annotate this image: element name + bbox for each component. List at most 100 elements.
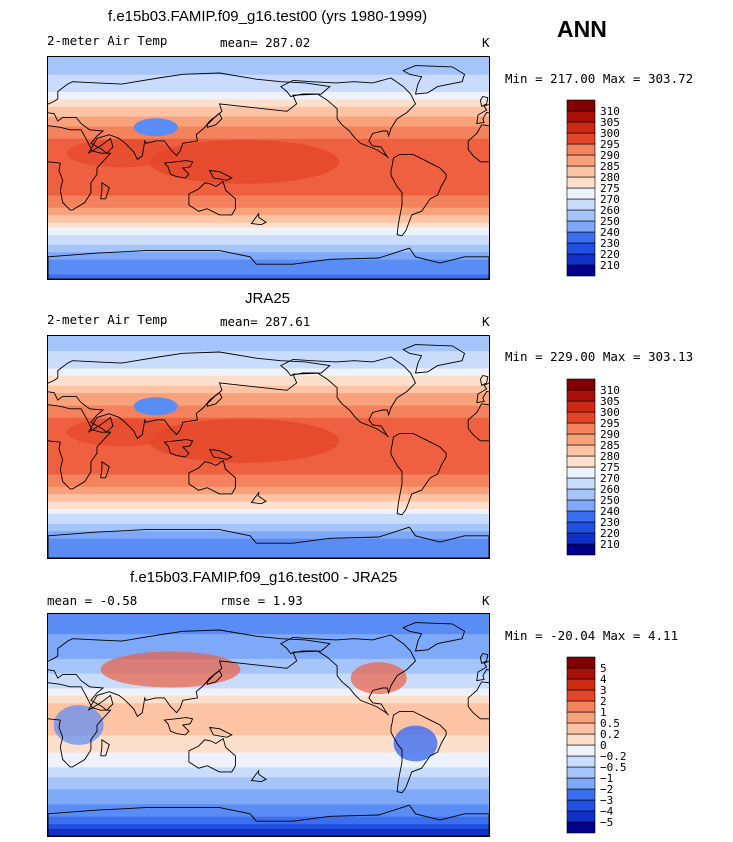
zonal-band (48, 385, 489, 389)
zonal-band (48, 491, 489, 495)
colorbar-tick-label: −2 (600, 783, 613, 796)
eurasia-coastline (48, 72, 331, 161)
panel2-units: K (482, 314, 490, 329)
uk-coastline (479, 374, 489, 386)
zonal-band (48, 251, 489, 255)
north-america-coastline (279, 77, 417, 159)
zonal-band (48, 103, 489, 107)
colorbar-tick-label: 275 (600, 461, 620, 474)
zonal-band (48, 135, 489, 139)
colorbar-box (566, 788, 596, 801)
zonal-band (48, 202, 489, 206)
zonal-band (48, 742, 489, 746)
madagascar-coastline (100, 460, 110, 479)
zonal-band (48, 811, 489, 815)
colorbar-tick-label: 250 (600, 494, 620, 507)
zonal-band (48, 781, 489, 785)
uk-coastline (479, 95, 489, 107)
zonal-band (48, 754, 489, 758)
zonal-band (48, 375, 489, 379)
zonal-band (48, 789, 489, 792)
colorbar-tick-label: 270 (600, 193, 620, 206)
zonal-band (48, 382, 489, 386)
panel3-colorbar-boxes (566, 656, 596, 834)
zonal-band (48, 123, 489, 127)
colorbar-box (566, 499, 596, 512)
zonal-band (48, 370, 489, 374)
zonal-band (48, 348, 489, 352)
zonal-band (48, 187, 489, 191)
zonal-band (48, 553, 489, 556)
zonal-band (48, 484, 489, 487)
zonal-band (48, 700, 489, 704)
panel3-coastlines (48, 622, 489, 836)
colorbar-box (566, 722, 596, 735)
zonal-band (48, 61, 489, 65)
indonesia-coastline (163, 717, 194, 736)
new-zealand-coastline (250, 769, 267, 783)
zonal-band (48, 675, 489, 679)
zonal-band (48, 387, 489, 391)
colorbar-tick-label: 270 (600, 472, 620, 485)
south-america-coastline (390, 710, 447, 794)
zonal-band (48, 705, 489, 709)
zonal-band (48, 207, 489, 211)
zonal-band (48, 769, 489, 773)
africa-coastline (48, 682, 112, 768)
zonal-band (48, 641, 489, 644)
colorbar-box (566, 422, 596, 435)
zonal-band (48, 555, 489, 558)
colorbar-box (566, 689, 596, 702)
zonal-band (48, 722, 489, 726)
zonal-band (48, 106, 489, 110)
zonal-band (48, 685, 489, 689)
zonal-band (48, 242, 489, 245)
colorbar-box (566, 264, 596, 277)
uk-coastline (479, 652, 489, 664)
panel2-minmax: Min = 229.00 Max = 303.13 (505, 349, 694, 364)
zonal-band (48, 227, 489, 231)
zonal-band (48, 501, 489, 505)
greenland-coastline (402, 65, 466, 95)
zonal-band (48, 343, 489, 347)
colorbar-tick-label: 1 (600, 706, 607, 719)
zonal-band (48, 392, 489, 396)
zonal-band (48, 653, 489, 657)
zonal-band (48, 646, 489, 649)
zonal-band (48, 400, 489, 403)
colorbar-tick-label: 5 (600, 662, 607, 675)
panel3-field (48, 614, 489, 836)
colorbar-box (566, 209, 596, 222)
zonal-band (48, 523, 489, 527)
colorbar-tick-label: 240 (600, 226, 620, 239)
zonal-band (48, 702, 489, 706)
panel3-title: f.e15b03.FAMIP.f09_g16.test00 - JRA25 (130, 569, 398, 586)
colorbar-tick-label: −5 (600, 816, 613, 829)
north-america-coastline (279, 634, 417, 716)
colorbar-box (566, 477, 596, 490)
zonal-band (48, 648, 489, 652)
japan-coastline (206, 113, 223, 128)
zonal-band (48, 373, 489, 376)
zonal-band (48, 516, 489, 519)
zonal-band (48, 633, 489, 637)
zonal-band (48, 118, 489, 122)
colorbar-box (566, 253, 596, 266)
colorbar-box (566, 656, 596, 669)
panel2-colorbar: 210 220 230 240 250 260 270 275 280 285 290 295 300 3… (566, 378, 637, 556)
zonal-band (48, 727, 489, 731)
zonal-band (48, 518, 489, 522)
panel1-field (48, 57, 489, 279)
colorbar-tick-label: 2 (600, 695, 607, 708)
zonal-band (48, 535, 489, 539)
panel1-map (47, 56, 490, 280)
colorbar-tick-label: 0.5 (600, 717, 620, 730)
panel1-colorbar: 210 220 230 240 250 260 270 275 280 285 290 295 300 3… (566, 99, 637, 277)
zonal-band (48, 530, 489, 534)
colorbar-tick-label: 230 (600, 237, 620, 250)
colorbar-box (566, 488, 596, 501)
australia-coastline (188, 737, 236, 773)
zonal-band (48, 249, 489, 253)
zonal-band (48, 623, 489, 627)
panel2-colorbar-svg: 2102202302402502602702752802852902953003… (566, 378, 620, 556)
